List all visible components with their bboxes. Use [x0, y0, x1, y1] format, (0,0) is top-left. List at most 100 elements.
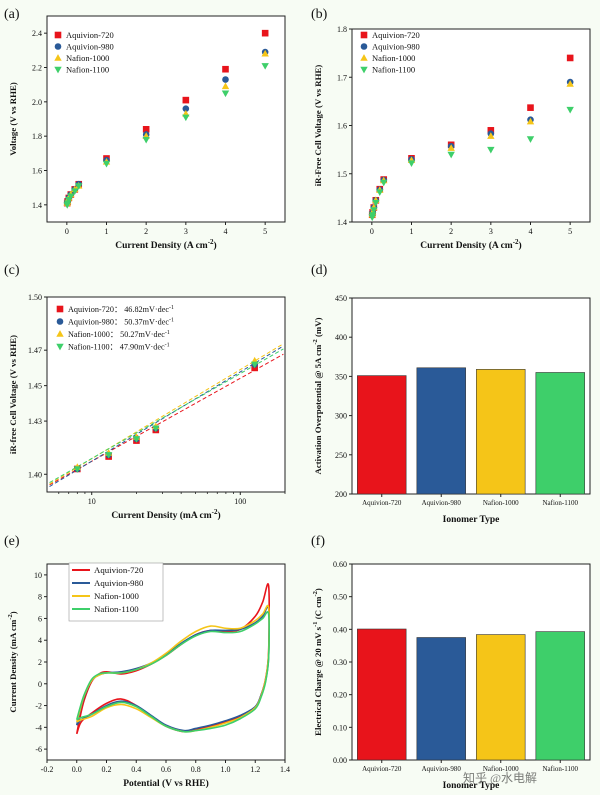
legend-marker-nafion-1000	[54, 54, 62, 61]
x-tick-label: 1.4	[280, 765, 290, 774]
panel-label: (a)	[4, 7, 20, 22]
x-tick-label: 0.0	[72, 765, 82, 774]
legend-entry: Nafion-1000	[66, 53, 109, 63]
y-tick-label: 6	[38, 614, 42, 623]
data-point-nafion-1100	[67, 193, 75, 201]
data-point-nafion-1000	[566, 80, 574, 87]
x-axis-label-end: )	[214, 240, 217, 251]
x-tick-label: 5	[263, 227, 267, 236]
data-point-aquivion-720	[566, 54, 574, 62]
y-tick-label: 1.8	[32, 132, 42, 141]
legend-marker-nafion-1000	[56, 330, 64, 337]
y-tick-label: 0.60	[333, 560, 347, 569]
legend-entry: Aquivion-980： 50.37mV·dec-1	[68, 318, 174, 327]
y-axis-label-text: Electrical Charge @ 20 mV s	[313, 626, 323, 735]
data-point-nafion-1100	[376, 189, 384, 196]
panel-c: (c) 1.40 1.43 1.45 1.47 1.50 10 100 Current Dens…	[4, 263, 286, 521]
x-tick-label: 0.2	[102, 765, 112, 774]
legend-slope: 46.82mV·dec	[124, 305, 169, 314]
bar-aquivion-720	[357, 375, 407, 495]
data-point-nafion-1100	[566, 106, 574, 114]
legend-marker-aquivion-720	[360, 31, 368, 39]
legend-slope: 47.90mV·dec	[120, 343, 165, 352]
panel-e: (e) -6 -4 -2 0 2 4 6 8 10 -0.2 0.0 0.2 0.4 0.6 0.8 1.0 1.…	[4, 534, 290, 789]
x-category-label: Aquivion-720	[362, 499, 402, 507]
data-point-nafion-1100	[182, 114, 190, 122]
y-axis-label-sup: -1	[312, 621, 319, 626]
data-point-nafion-1100	[380, 179, 388, 187]
y-tick-label: 1.8	[337, 25, 347, 34]
legend-label: Nafion-1100	[94, 604, 139, 614]
x-axis-label: Potential (V vs RHE)	[123, 778, 209, 789]
x-axis-label-text: Current Density (A cm	[420, 240, 513, 251]
x-axis-label-text: Potential (V vs RHE)	[123, 778, 209, 789]
x-tick-label: 100	[234, 497, 246, 506]
bar-aquivion-720	[357, 628, 407, 761]
legend-label: Aquivion-720	[94, 565, 144, 575]
legend-marker-nafion-1000	[360, 54, 368, 61]
y-tick-label: 1.45	[28, 382, 42, 391]
x-category-label: Nafion-1000	[483, 765, 519, 773]
y-tick-label: 0	[38, 680, 42, 689]
x-category-label: Nafion-1100	[542, 765, 578, 773]
legend-label: Aquivion-980	[94, 578, 144, 588]
legend-label: Nafion-1100	[68, 343, 110, 352]
x-tick-label: 0.4	[131, 765, 141, 774]
legend-box	[68, 562, 164, 622]
data-point-nafion-1000	[487, 132, 495, 139]
data-point-nafion-1000	[221, 82, 230, 90]
y-tick-label: 4	[38, 636, 42, 645]
y-axis-label-text: iR-Free Cell Voltage (V vs RHE)	[313, 65, 323, 187]
y-tick-label: 2.0	[32, 98, 42, 107]
legend-label: Nafion-1000	[68, 330, 110, 339]
y-tick-label: -4	[35, 723, 42, 732]
y-tick-label: 0.20	[333, 691, 347, 700]
y-tick-label: 200	[335, 490, 347, 499]
panel-label: (f)	[311, 534, 325, 549]
fit-line-aquivion-720	[49, 353, 284, 486]
y-tick-label: 1.4	[337, 218, 347, 227]
legend-slope-sup: -1	[169, 305, 174, 311]
data-point-nafion-1100	[73, 466, 82, 473]
y-tick-label: 8	[38, 593, 42, 602]
cv-curve-nafion-1100	[75, 610, 271, 733]
legend-label: Aquivion-980	[372, 42, 420, 52]
bar-nafion-1000	[476, 634, 526, 761]
legend-slope-sup: -1	[165, 330, 170, 336]
y-tick-label: 0.40	[333, 625, 347, 634]
legend-entry: Nafion-1000： 50.27mV·dec-1	[68, 330, 170, 339]
x-axis-label-sup: -2	[208, 238, 214, 246]
legend-separator: ：	[110, 330, 120, 339]
data-point-nafion-1100	[261, 63, 269, 70]
legend-marker-aquivion-980	[56, 318, 64, 325]
x-tick-label: 4	[224, 227, 228, 236]
data-point-nafion-1100	[372, 200, 380, 207]
legend-label: Aquivion-980	[66, 42, 114, 52]
y-tick-label: 250	[335, 451, 347, 460]
x-category-label: Aquivion-980	[422, 765, 462, 773]
legend-entry: Aquivion-980	[66, 42, 114, 52]
bar-nafion-1000	[476, 369, 526, 495]
data-point-nafion-1100	[447, 151, 455, 159]
x-axis-label: Current Density (A cm-2)	[115, 238, 216, 251]
x-tick-label: 1	[105, 227, 109, 236]
x-tick-label: 2	[449, 227, 453, 236]
x-tick-label: 0	[65, 227, 69, 236]
y-tick-label: 2.4	[32, 29, 42, 38]
legend-marker-nafion-1100	[56, 343, 64, 351]
legend-label: Aquivion-720	[372, 30, 420, 40]
data-point-nafion-1100	[104, 452, 113, 459]
x-axis-label-sup: -2	[212, 508, 218, 516]
data-point-aquivion-980	[182, 105, 190, 112]
data-point-nafion-1100	[132, 436, 141, 443]
y-tick-label: 0.00	[333, 756, 347, 765]
data-point-nafion-1100	[142, 136, 150, 144]
fit-line-nafion-1100	[49, 348, 284, 484]
x-tick-label: 2	[144, 227, 148, 236]
y-tick-label: -2	[35, 702, 42, 711]
panel-label: (b)	[311, 7, 328, 22]
legend-marker-aquivion-720	[54, 31, 62, 39]
legend-slope: 50.27mV·dec	[120, 330, 165, 339]
data-point-nafion-1100	[102, 160, 111, 168]
